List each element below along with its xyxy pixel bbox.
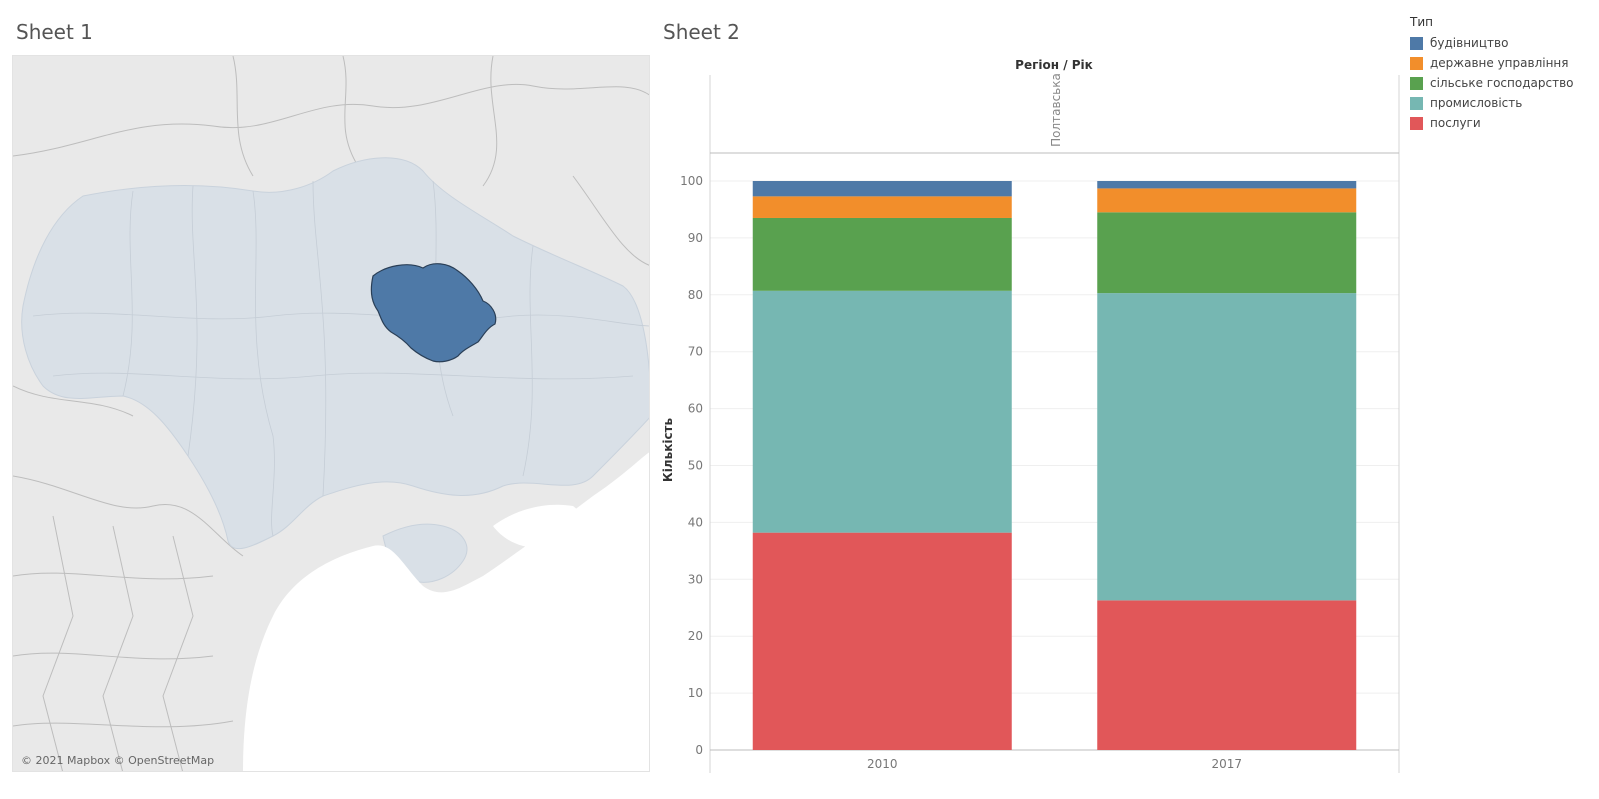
bar-segment[interactable]	[752, 290, 1012, 533]
legend-swatch	[1410, 96, 1423, 110]
neighbor-borders	[13, 56, 649, 771]
bar-segment[interactable]	[752, 196, 1012, 218]
bars-layer	[752, 181, 1357, 750]
y-axis-label: Кількість	[661, 417, 675, 482]
legend-item[interactable]: державне управління	[1410, 53, 1595, 73]
stacked-bar-chart: Регіон / Рік Полтавська Кількість 0 10 20 3…	[661, 58, 1400, 773]
legend-label: будівництво	[1430, 36, 1509, 50]
legend-label: державне управління	[1430, 56, 1569, 70]
legend-label: послуги	[1430, 116, 1481, 130]
map-canvas[interactable]	[13, 56, 650, 772]
bar-segment[interactable]	[752, 181, 1012, 197]
legend-item[interactable]: промисловість	[1410, 93, 1595, 113]
tick-layer: 0 10 20 30 40 50 60 70 80 90 100 2010 2017	[680, 174, 1242, 771]
legend-item[interactable]: сільське господарство	[1410, 73, 1595, 93]
y-tick-label: 50	[688, 459, 703, 473]
map-view[interactable]: © 2021 Mapbox © OpenStreetMap	[12, 55, 650, 772]
x-tick-label: 2010	[867, 757, 898, 771]
legend-label: сільське господарство	[1430, 76, 1574, 90]
legend-item[interactable]: послуги	[1410, 113, 1595, 133]
oblast-borders	[32, 180, 649, 537]
y-tick-label: 60	[688, 402, 703, 416]
chart-header: Регіон / Рік	[1015, 58, 1093, 72]
legend: Тип будівництво державне управління сільсь…	[1410, 15, 1595, 133]
y-tick-label: 70	[688, 345, 703, 359]
highlighted-region[interactable]	[370, 263, 497, 363]
bar-segment[interactable]	[752, 532, 1012, 750]
legend-swatch	[1410, 36, 1423, 50]
legend-label: промисловість	[1430, 96, 1523, 110]
y-tick-label: 30	[688, 572, 703, 586]
bar-segment[interactable]	[1097, 600, 1357, 750]
legend-swatch	[1410, 116, 1423, 130]
y-tick-label: 80	[688, 288, 703, 302]
legend-item[interactable]: будівництво	[1410, 33, 1595, 53]
map-credit: © 2021 Mapbox © OpenStreetMap	[21, 754, 215, 767]
region-label: Полтавська	[1049, 73, 1063, 147]
bar-segment[interactable]	[1097, 181, 1357, 189]
bar-segment[interactable]	[752, 217, 1012, 291]
y-tick-label: 40	[688, 515, 703, 529]
x-tick-label: 2017	[1211, 757, 1242, 771]
y-tick-label: 20	[688, 629, 703, 643]
legend-swatch	[1410, 76, 1423, 90]
azov-sea	[493, 504, 580, 548]
sheet2-title: Sheet 2	[663, 20, 740, 44]
y-tick-label: 0	[695, 743, 703, 757]
y-tick-label: 10	[688, 686, 703, 700]
legend-items: будівництво державне управління сільське г…	[1410, 33, 1595, 133]
legend-title: Тип	[1410, 15, 1433, 29]
y-tick-label: 90	[688, 231, 703, 245]
sheet1-title: Sheet 1	[16, 20, 93, 44]
bar-segment[interactable]	[1097, 212, 1357, 294]
y-tick-label: 100	[680, 174, 703, 188]
bar-segment[interactable]	[1097, 293, 1357, 601]
bar-segment[interactable]	[1097, 188, 1357, 213]
legend-swatch	[1410, 56, 1423, 70]
